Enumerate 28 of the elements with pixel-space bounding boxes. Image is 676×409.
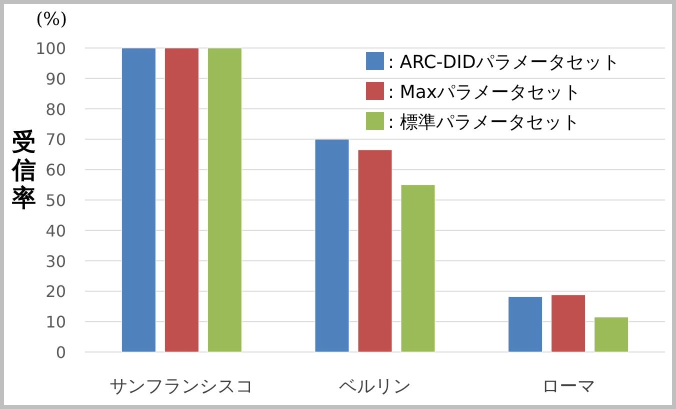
- text: (%): [36, 9, 68, 30]
- bar: [358, 150, 392, 352]
- y-tick-label: 30: [46, 252, 66, 271]
- y-tick-label: 80: [46, 100, 66, 119]
- bar: [400, 184, 436, 352]
- y-tick-label: 90: [46, 69, 66, 88]
- y-tick-label: 70: [46, 130, 66, 150]
- bar: [551, 294, 586, 352]
- y-axis-title: 受信率: [11, 128, 36, 212]
- bar: [164, 48, 199, 352]
- y-tick-label: 20: [46, 282, 66, 302]
- x-tick-label: ローマ: [541, 376, 596, 397]
- legend-label: : Maxパラメータセット: [388, 82, 581, 103]
- bar: [121, 48, 156, 352]
- bar: [314, 138, 350, 352]
- y-tick-label: 40: [46, 221, 66, 240]
- y-tick-label: 100: [35, 39, 66, 58]
- y-tick-label: 10: [46, 312, 66, 332]
- y-tick-label: 60: [46, 160, 66, 180]
- bar: [594, 316, 629, 352]
- bar: [207, 48, 242, 352]
- legend-label: : ARC-DIDパラメータセット: [388, 52, 620, 73]
- y-tick-label: 0: [56, 343, 66, 362]
- x-tick-label: ベルリン: [339, 376, 411, 397]
- x-tick-label: サンフランシスコ: [110, 376, 254, 397]
- bar: [508, 296, 543, 352]
- y-tick-label: 50: [46, 191, 66, 210]
- legend-label: : 標準パラメータセット: [388, 112, 580, 133]
